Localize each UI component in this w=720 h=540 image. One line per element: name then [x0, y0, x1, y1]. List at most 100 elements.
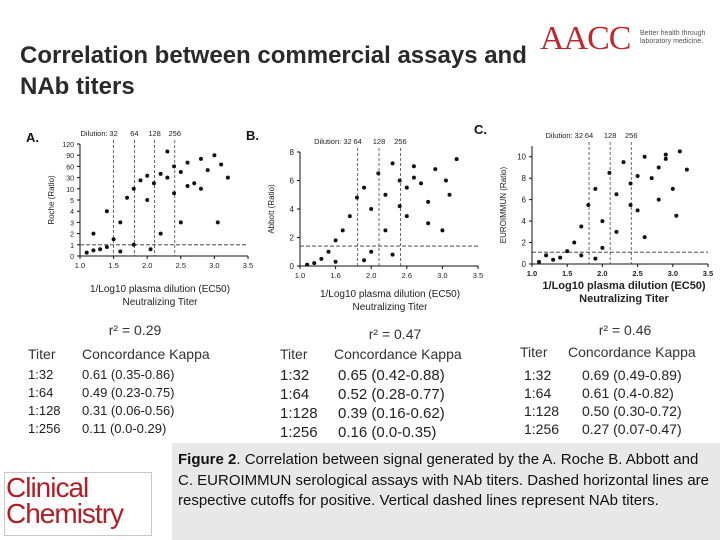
y-tick-label: 2	[70, 232, 74, 239]
x-tick-label: 2.5	[176, 261, 186, 270]
table-row: 1:32 0.65 (0.42-0.88)	[280, 366, 500, 385]
data-point	[219, 162, 224, 167]
titer-cell: 1:128	[280, 405, 318, 422]
titer-cell: 1:256	[280, 424, 318, 441]
table-header-kappa: Concordance Kappa	[82, 346, 210, 362]
table-row: 1:32 0.61 (0.35-0.86)	[28, 366, 248, 384]
data-point	[642, 154, 647, 159]
kappa-cell: 0.49 (0.23-0.75)	[82, 385, 175, 400]
kappa-table-c: Titer Concordance Kappa 1:32 0.69 (0.49-0.…	[520, 344, 720, 438]
data-point	[628, 181, 633, 186]
y-tick-label: 10	[66, 187, 74, 194]
data-point	[656, 165, 661, 170]
data-point	[390, 252, 395, 257]
table-row: 1:256 0.16 (0.0-0.35)	[280, 423, 500, 442]
panel-b-r2: r² = 0.47	[368, 326, 422, 342]
data-point	[383, 228, 388, 233]
data-point	[397, 204, 402, 209]
data-point	[362, 185, 367, 190]
x-tick-label: 1.5	[562, 269, 572, 278]
data-point	[440, 228, 445, 233]
data-point	[565, 249, 570, 254]
figure-caption: Figure 2. Correlation between signal gen…	[178, 450, 714, 512]
data-point	[656, 197, 661, 202]
data-point	[145, 173, 150, 178]
panel-b-letter: B.	[246, 128, 259, 143]
data-point	[333, 259, 338, 264]
dilution-tick-label: 128	[148, 129, 161, 138]
y-tick-label: 90	[66, 153, 74, 160]
table-row: 1:128 0.31 (0.06-0.56)	[28, 402, 248, 420]
data-point	[118, 220, 123, 225]
x-tick-label: 3.0	[668, 269, 678, 278]
data-point	[165, 149, 170, 154]
panel-c-xcaption: 1/Log10 plasma dilution (EC50) Neutraliz…	[542, 280, 706, 305]
kappa-cell: 0.69 (0.49-0.89)	[582, 367, 682, 383]
data-point	[91, 248, 96, 253]
y-axis-label: Abbott (Ratio)	[267, 184, 276, 234]
titer-cell: 1:32	[280, 367, 310, 384]
data-point	[354, 195, 359, 200]
x-tick-label: 2.5	[632, 269, 642, 278]
journal-logo: Clinical Chemistry	[6, 472, 124, 529]
dilution-tick-label: 128	[373, 137, 386, 146]
x-tick-label: 2.0	[597, 269, 607, 278]
data-point	[579, 224, 584, 229]
data-point	[369, 207, 374, 211]
data-point	[138, 178, 143, 183]
table-row: 1:128 0.39 (0.16-0.62)	[280, 404, 500, 423]
y-tick-label: 5	[70, 198, 74, 205]
y-tick-label: 0	[290, 262, 295, 271]
table-c-header: Titer Concordance Kappa	[520, 344, 720, 360]
y-tick-label: 4	[70, 209, 74, 216]
x-tick-label: 3.0	[437, 271, 447, 280]
dilution-tick-label: 256	[625, 131, 638, 140]
data-point	[628, 203, 633, 207]
data-point	[148, 247, 153, 252]
data-point	[104, 245, 109, 250]
data-point	[397, 178, 402, 183]
table-header-titer: Titer	[28, 346, 56, 362]
data-point	[98, 247, 103, 252]
table-row: 1:32 0.69 (0.49-0.89)	[520, 366, 720, 384]
data-point	[447, 192, 452, 197]
data-point	[158, 231, 163, 236]
aacc-logo: AACC	[540, 20, 631, 57]
data-point	[663, 156, 668, 161]
data-point	[649, 176, 654, 181]
data-point	[333, 238, 338, 243]
slide-title: Correlation between commercial assays an…	[20, 42, 527, 100]
data-point	[635, 174, 640, 179]
panel-b-xcaption: 1/Log10 plasma dilution (EC50) Neutraliz…	[319, 289, 461, 313]
data-point	[172, 164, 177, 169]
data-point	[419, 181, 424, 186]
table-row: 1:128 0.50 (0.30-0.72)	[520, 402, 720, 420]
data-point	[172, 191, 177, 196]
data-point	[558, 255, 563, 260]
data-point	[198, 156, 203, 161]
data-point	[312, 261, 317, 266]
y-axis-label: EUROIMMUN (Ratio)	[499, 166, 508, 243]
titer-cell: 1:256	[28, 421, 61, 436]
data-point	[674, 213, 679, 218]
y-tick-label: 8	[290, 148, 295, 157]
y-tick-label: 1	[70, 243, 74, 250]
data-point	[670, 186, 675, 191]
y-tick-label: 8	[522, 174, 527, 183]
data-point	[537, 259, 542, 264]
table-row: 1:64 0.61 (0.4-0.82)	[520, 384, 720, 402]
y-tick-label: 120	[62, 142, 74, 149]
data-point	[84, 250, 89, 255]
panel-c-letter: C.	[474, 122, 487, 137]
titer-cell: 1:128	[28, 403, 61, 418]
y-tick-label: 4	[290, 205, 295, 214]
data-point	[607, 170, 612, 175]
table-header-titer: Titer	[520, 344, 548, 360]
x-tick-label: 3.5	[243, 261, 253, 270]
data-point	[572, 240, 577, 245]
y-tick-label: 4	[522, 217, 527, 226]
kappa-table-b: Titer Concordance Kappa 1:32 0.65 (0.42-0.…	[280, 346, 500, 442]
table-row: 1:64 0.49 (0.23-0.75)	[28, 384, 248, 402]
data-point	[593, 186, 598, 191]
panel-c-r2: r² = 0.46	[598, 322, 652, 338]
